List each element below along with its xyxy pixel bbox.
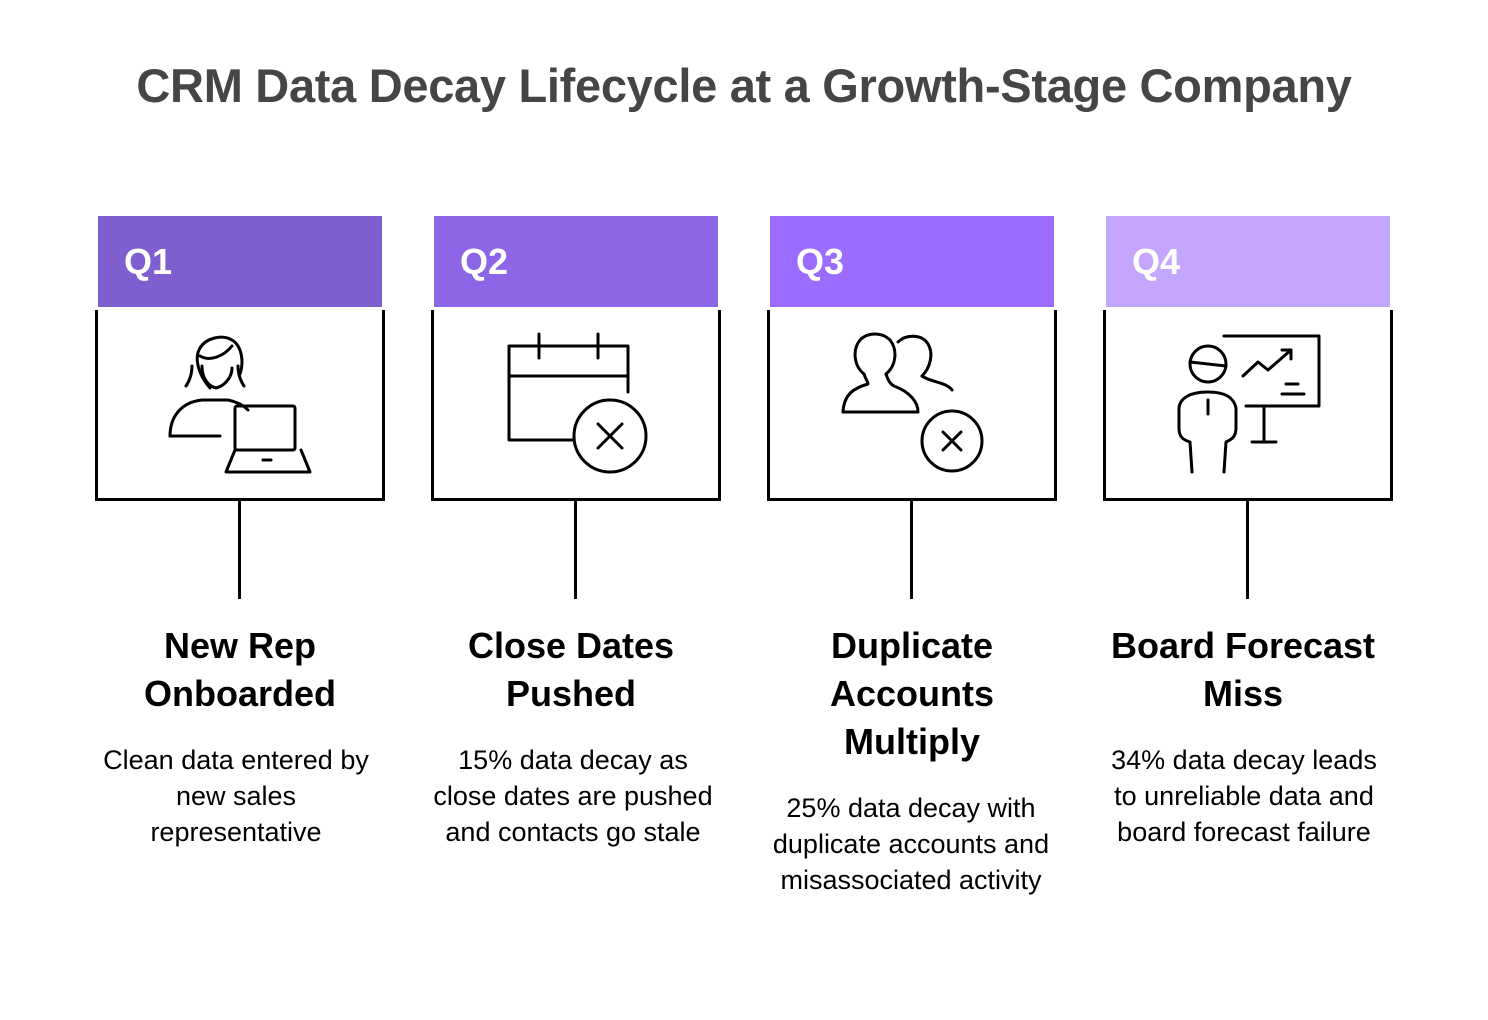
connector-line — [910, 501, 913, 599]
stage-icon-box — [95, 310, 385, 501]
users-x-icon — [841, 332, 984, 473]
stage-heading: New Rep Onboarded — [143, 625, 336, 714]
connector-line — [1246, 501, 1249, 599]
stage-label: Q4 — [1106, 216, 1390, 307]
stage-label: Q2 — [434, 216, 718, 307]
presenter-chart-icon — [1177, 334, 1321, 474]
person-laptop-icon — [168, 335, 312, 474]
stage-description: Clean data entered by new sales represen… — [103, 745, 369, 847]
stage-icon-box — [767, 310, 1057, 501]
connector-line — [238, 501, 241, 599]
stage-description: 34% data decay leads to unreliable data … — [1111, 745, 1377, 847]
page-title: CRM Data Decay Lifecycle at a Growth-Sta… — [136, 59, 1352, 112]
calendar-x-icon — [507, 332, 648, 474]
stage-heading: Close Dates Pushed — [467, 625, 675, 714]
connector-line — [574, 501, 577, 599]
stage-heading: Board Forecast Miss — [1110, 625, 1376, 714]
stage-heading: Duplicate Accounts Multiply — [829, 625, 995, 762]
stage-label: Q1 — [98, 216, 382, 307]
stage-icon-box — [1103, 310, 1393, 501]
stage-label: Q3 — [770, 216, 1054, 307]
stage-icon-box — [431, 310, 721, 501]
stage-description: 25% data decay with duplicate accounts a… — [772, 793, 1050, 895]
stage-description: 15% data decay as close dates are pushed… — [433, 745, 713, 847]
